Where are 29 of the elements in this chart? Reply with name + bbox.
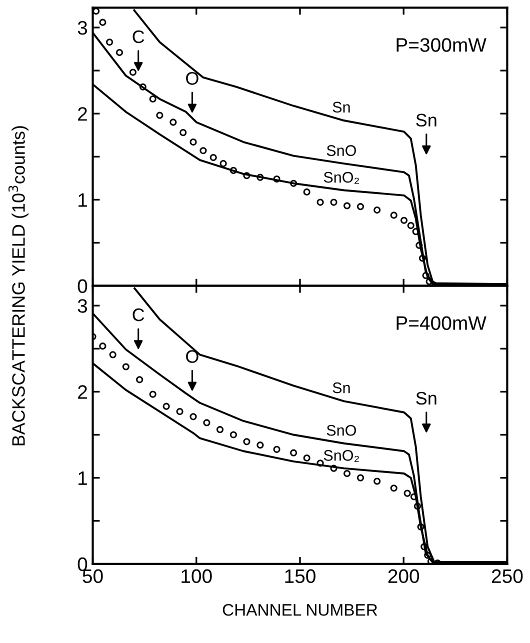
y-tick-label: 0	[78, 557, 88, 572]
annotation: C	[132, 30, 144, 44]
x-axis-title: CHANNEL NUMBER	[222, 604, 378, 616]
annotation: P=400mW	[396, 316, 486, 330]
series-label: SnO₂	[324, 450, 359, 462]
series-label: Sn	[332, 382, 350, 394]
y-axis-title: BACKSCATTERING YIELD (10$^{3}$counts)	[8, 126, 28, 446]
series-label: SnO	[326, 145, 356, 156]
series-label: SnO	[326, 424, 356, 436]
annotation: P=300mW	[396, 38, 486, 52]
y-tick-label: 2	[78, 107, 87, 121]
y-tick-label: 0	[78, 279, 88, 294]
y-tick-label: 3	[78, 299, 88, 313]
y-tick-label: 2	[78, 385, 87, 399]
annotation: O	[186, 72, 198, 85]
x-tick-label: 250	[492, 569, 523, 584]
annotation: Sn	[416, 114, 436, 127]
annotation: Sn	[416, 392, 436, 405]
y-tick-label: 3	[78, 20, 88, 35]
annotation: O	[186, 350, 198, 363]
series-label: Sn	[332, 102, 350, 113]
x-tick-label: 200	[388, 569, 420, 584]
y-tick-label: 1	[78, 193, 87, 207]
x-tick-label: 150	[285, 569, 316, 584]
x-tick-label: 100	[182, 569, 212, 584]
annotation: C	[132, 308, 144, 322]
y-tick-label: 1	[78, 471, 87, 485]
x-tick-label: 50	[82, 569, 103, 584]
series-label: SnO₂	[324, 172, 359, 184]
